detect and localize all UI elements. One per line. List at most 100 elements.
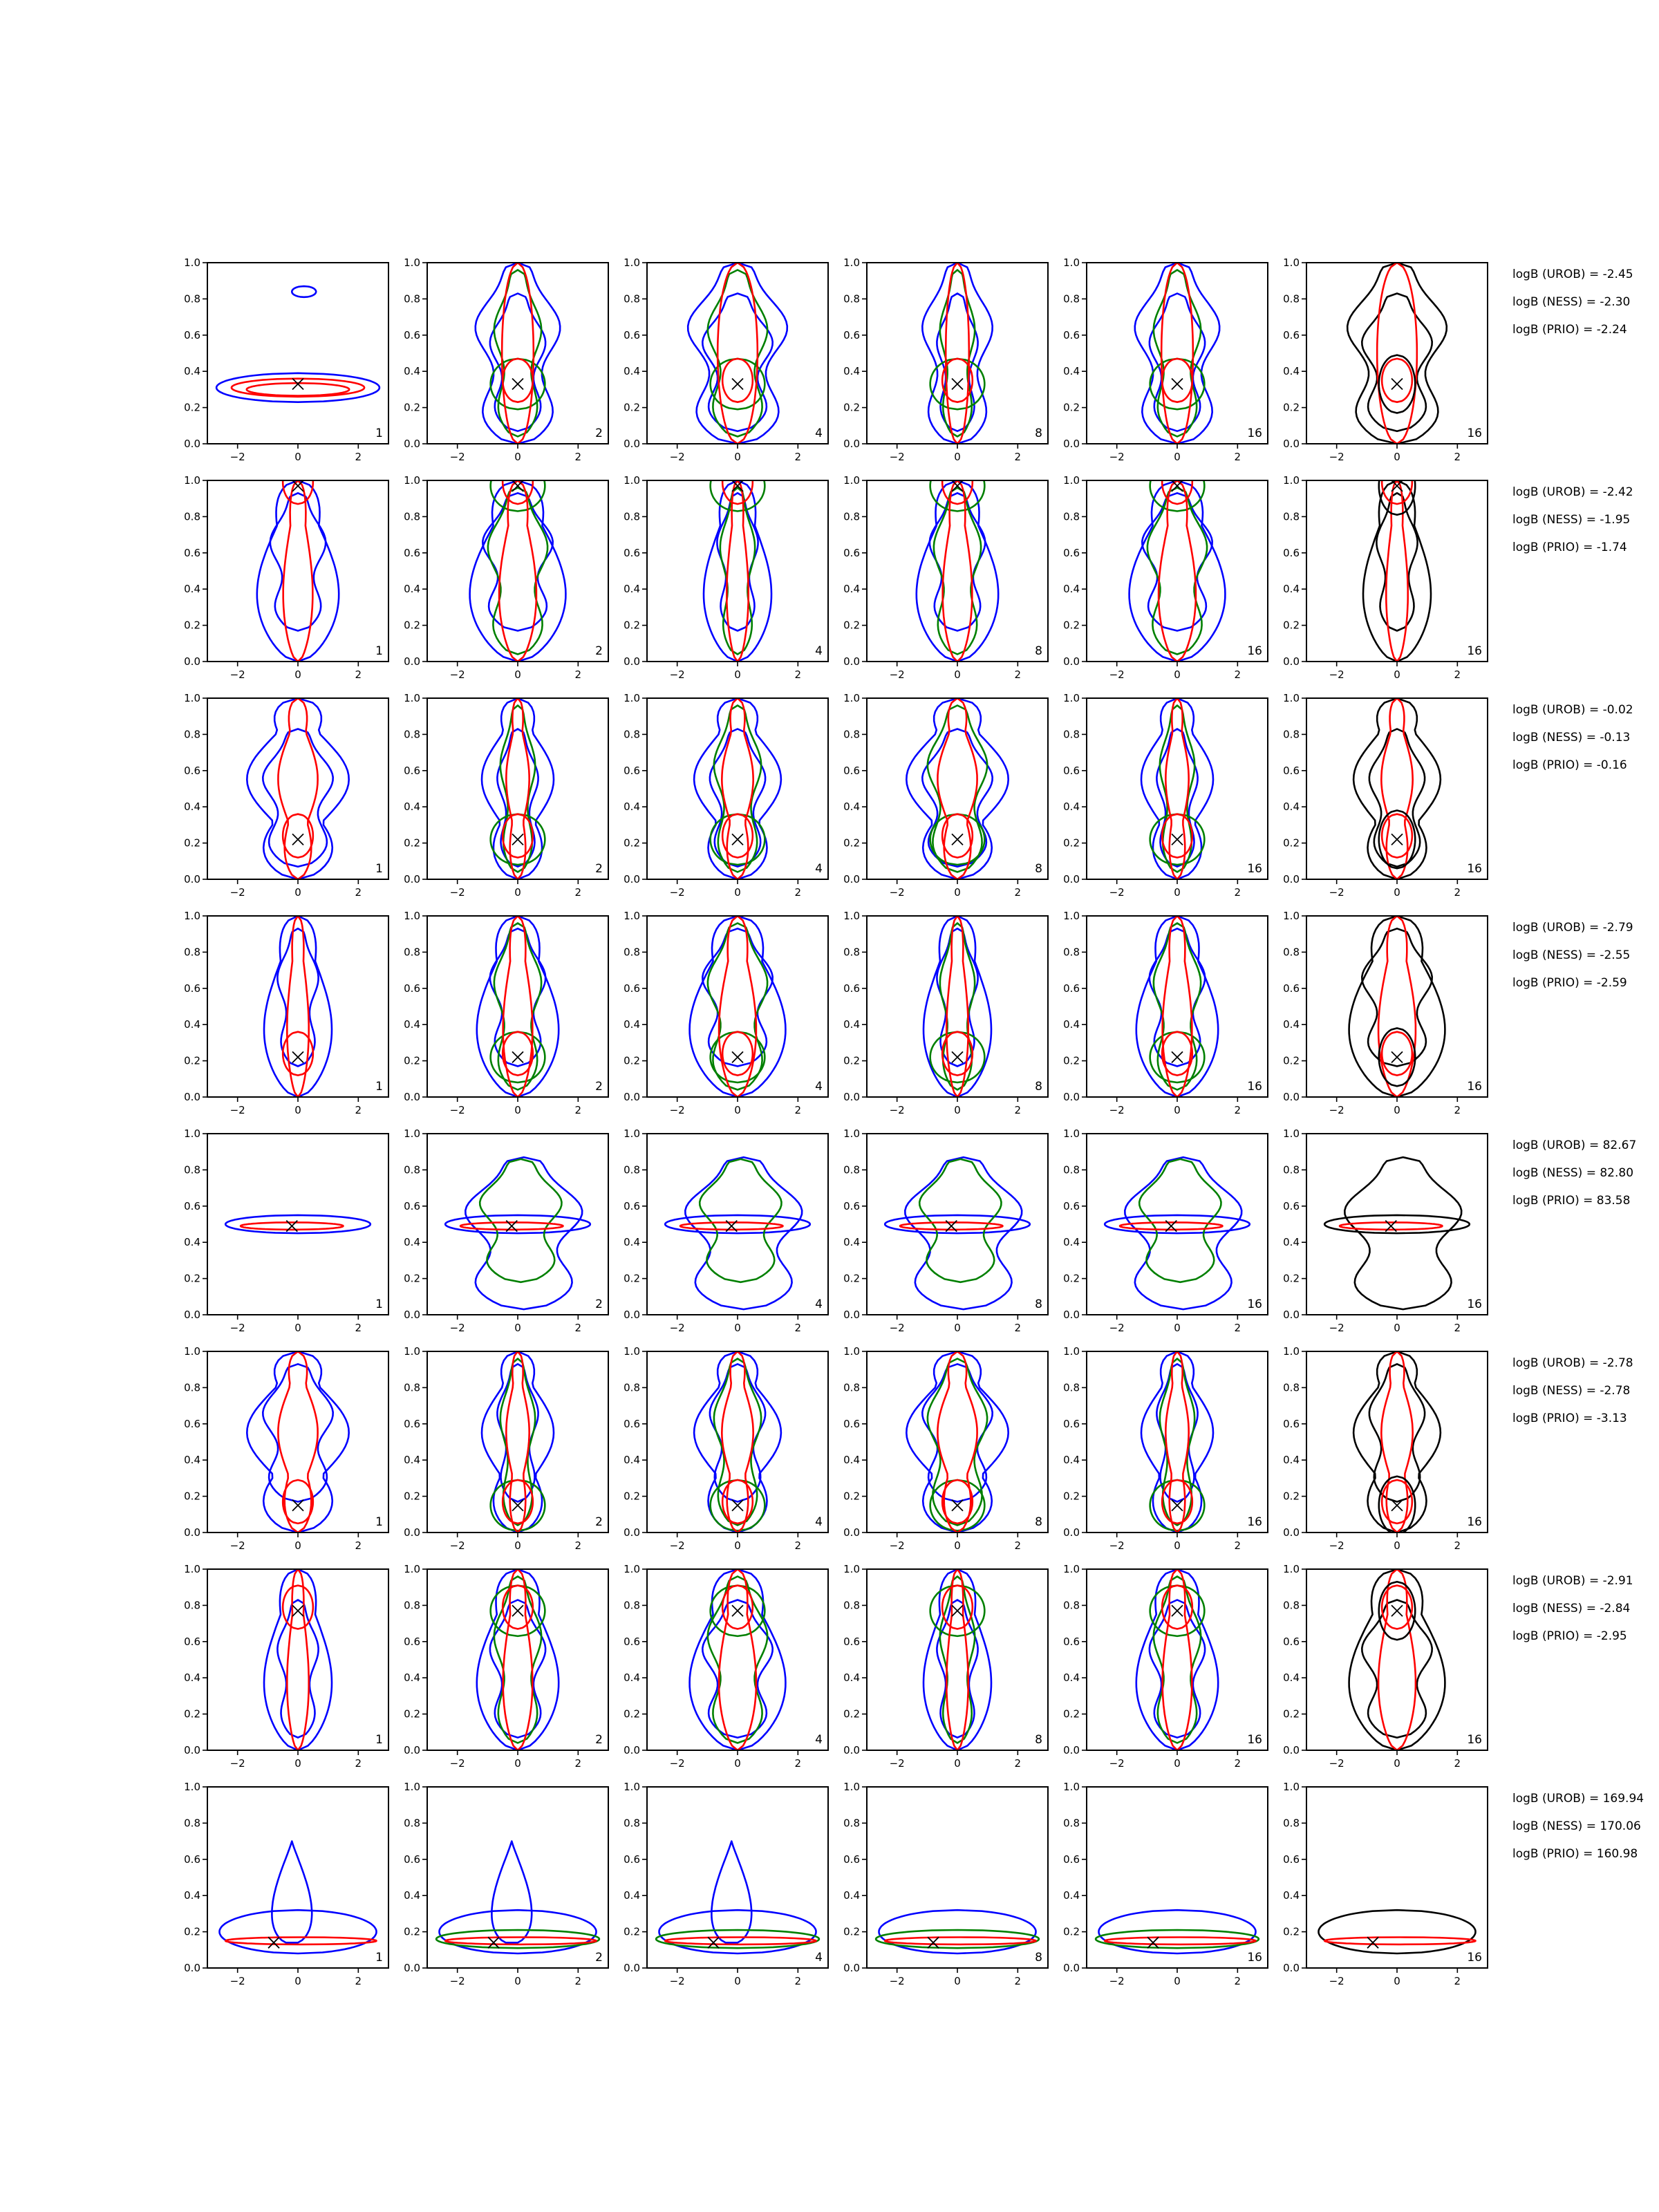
y-tick-label: 0.8 [624,946,640,958]
contour-line [936,928,979,1067]
y-tick-label: 0.6 [1063,547,1080,559]
y-tick-label: 0.2 [843,1273,860,1285]
contour-group [922,1569,993,1750]
panel-r8-c3: −2 0 2 0.0 0.2 0.4 0.6 0.8 1.0 4 [624,1781,829,1987]
y-tick-label: 0.2 [1283,837,1300,850]
y-tick-label: 0.8 [184,292,200,305]
x-tick-label: −2 [230,1539,245,1552]
contour-line [1361,928,1433,1067]
y-tick-label: 0.2 [1283,402,1300,414]
x-tick-label: 2 [575,1975,582,1987]
y-tick-label: 0.0 [624,438,640,450]
y-tick-label: 0.2 [184,1926,200,1938]
contour-line [721,1584,754,1630]
y-tick-label: 0.8 [404,510,420,523]
contour-line [281,480,315,505]
x-tick-label: 0 [294,668,301,681]
panel-corner-label: 16 [1467,1080,1482,1094]
marker-x [1171,377,1183,391]
y-tick-label: 0.8 [184,510,200,523]
y-tick-label: 0.2 [1063,1055,1080,1067]
panel-corner-label: 4 [815,1515,823,1529]
y-tick-label: 0.2 [1063,619,1080,632]
x-tick-label: −2 [450,451,465,463]
panel-r5-c6: −2 0 2 0.0 0.2 0.4 0.6 0.8 1.0 16 [1283,1127,1488,1334]
marker-x [512,480,524,492]
panel-corner-label: 2 [595,1733,603,1747]
contour-group [263,916,333,1097]
marker-x [731,1499,744,1512]
contour-line [478,1158,563,1284]
marker-x [1391,480,1403,492]
panel-r1-c5: −2 0 2 0.0 0.2 0.4 0.6 0.8 1.0 16 [1063,256,1268,463]
y-tick-label: 0.6 [624,1635,640,1648]
y-tick-label: 0.6 [624,1853,640,1866]
y-tick-label: 0.4 [1283,1018,1300,1031]
y-tick-label: 1.0 [184,1127,200,1140]
y-tick-label: 1.0 [624,1563,640,1575]
y-tick-label: 1.0 [1283,1345,1300,1358]
contour-group [1128,480,1226,662]
contour-line [1128,480,1226,662]
x-tick-label: −2 [450,1757,465,1770]
y-tick-label: 0.6 [184,765,200,777]
x-tick-label: 2 [1235,451,1241,463]
y-tick-label: 1.0 [843,1563,860,1575]
panel-r5-c3: −2 0 2 0.0 0.2 0.4 0.6 0.8 1.0 4 [624,1127,829,1334]
y-tick-label: 0.8 [1063,292,1080,305]
x-tick-label: 0 [514,668,521,681]
x-tick-label: −2 [230,1975,245,1987]
y-tick-label: 0.4 [184,583,200,595]
contour-group [1140,698,1215,879]
contour-line [906,1351,1009,1533]
panel-corner-label: 2 [595,644,603,658]
contour-line [245,382,350,397]
y-tick-label: 1.0 [1063,1563,1080,1575]
logb-annotations: logB (UROB) = -2.45 logB (NESS) = -2.30 lo… [1512,268,1644,1861]
y-tick-label: 0.2 [404,1926,420,1938]
x-tick-label: 2 [355,451,362,463]
panel-corner-label: 1 [375,644,383,658]
x-tick-label: 2 [795,886,802,899]
y-tick-label: 0.6 [1283,982,1300,995]
y-tick-label: 0.6 [1063,1635,1080,1648]
contour-line [469,480,567,662]
contour-line [721,1031,754,1076]
contour-line [1156,1363,1199,1503]
y-tick-label: 1.0 [1283,692,1300,704]
contour-line [1344,1156,1463,1311]
logb-text-row8-1: logB (UROB) = 169.94 [1512,1792,1644,1806]
contour-line [1361,292,1433,432]
logb-text-row2-2: logB (NESS) = -1.95 [1512,513,1630,527]
logb-text-row5-2: logB (NESS) = 82.80 [1512,1166,1633,1180]
y-tick-label: 0.8 [184,1817,200,1829]
marker-x [1367,1936,1379,1949]
y-tick-label: 1.0 [184,1563,200,1575]
marker-x [1147,1936,1159,1949]
contour-line [1378,1027,1416,1087]
contour-line [1378,809,1416,870]
x-tick-label: 2 [355,886,362,899]
y-tick-label: 0.8 [404,292,420,305]
contour-line [936,292,979,432]
x-tick-label: 2 [1235,1104,1241,1116]
contour-line [502,916,534,1097]
y-tick-label: 0.2 [1063,1273,1080,1285]
contour-line [230,377,366,398]
contour-line [1385,480,1409,662]
contour-line [1380,480,1414,505]
contour-line [926,1358,988,1526]
contour-line [1378,1475,1416,1533]
contour-line [1161,480,1194,505]
contour-line [1161,1031,1194,1076]
y-tick-label: 0.2 [184,619,200,632]
panel-corner-label: 16 [1247,1080,1262,1094]
contour-line [1140,1351,1215,1533]
marker-x [505,1219,518,1232]
panel-r3-c5: −2 0 2 0.0 0.2 0.4 0.6 0.8 1.0 16 [1063,692,1268,899]
contour-line [224,1214,372,1235]
y-tick-label: 0.0 [1063,873,1080,885]
contour-line [713,1358,762,1526]
y-tick-label: 1.0 [624,256,640,269]
y-tick-label: 1.0 [404,474,420,487]
